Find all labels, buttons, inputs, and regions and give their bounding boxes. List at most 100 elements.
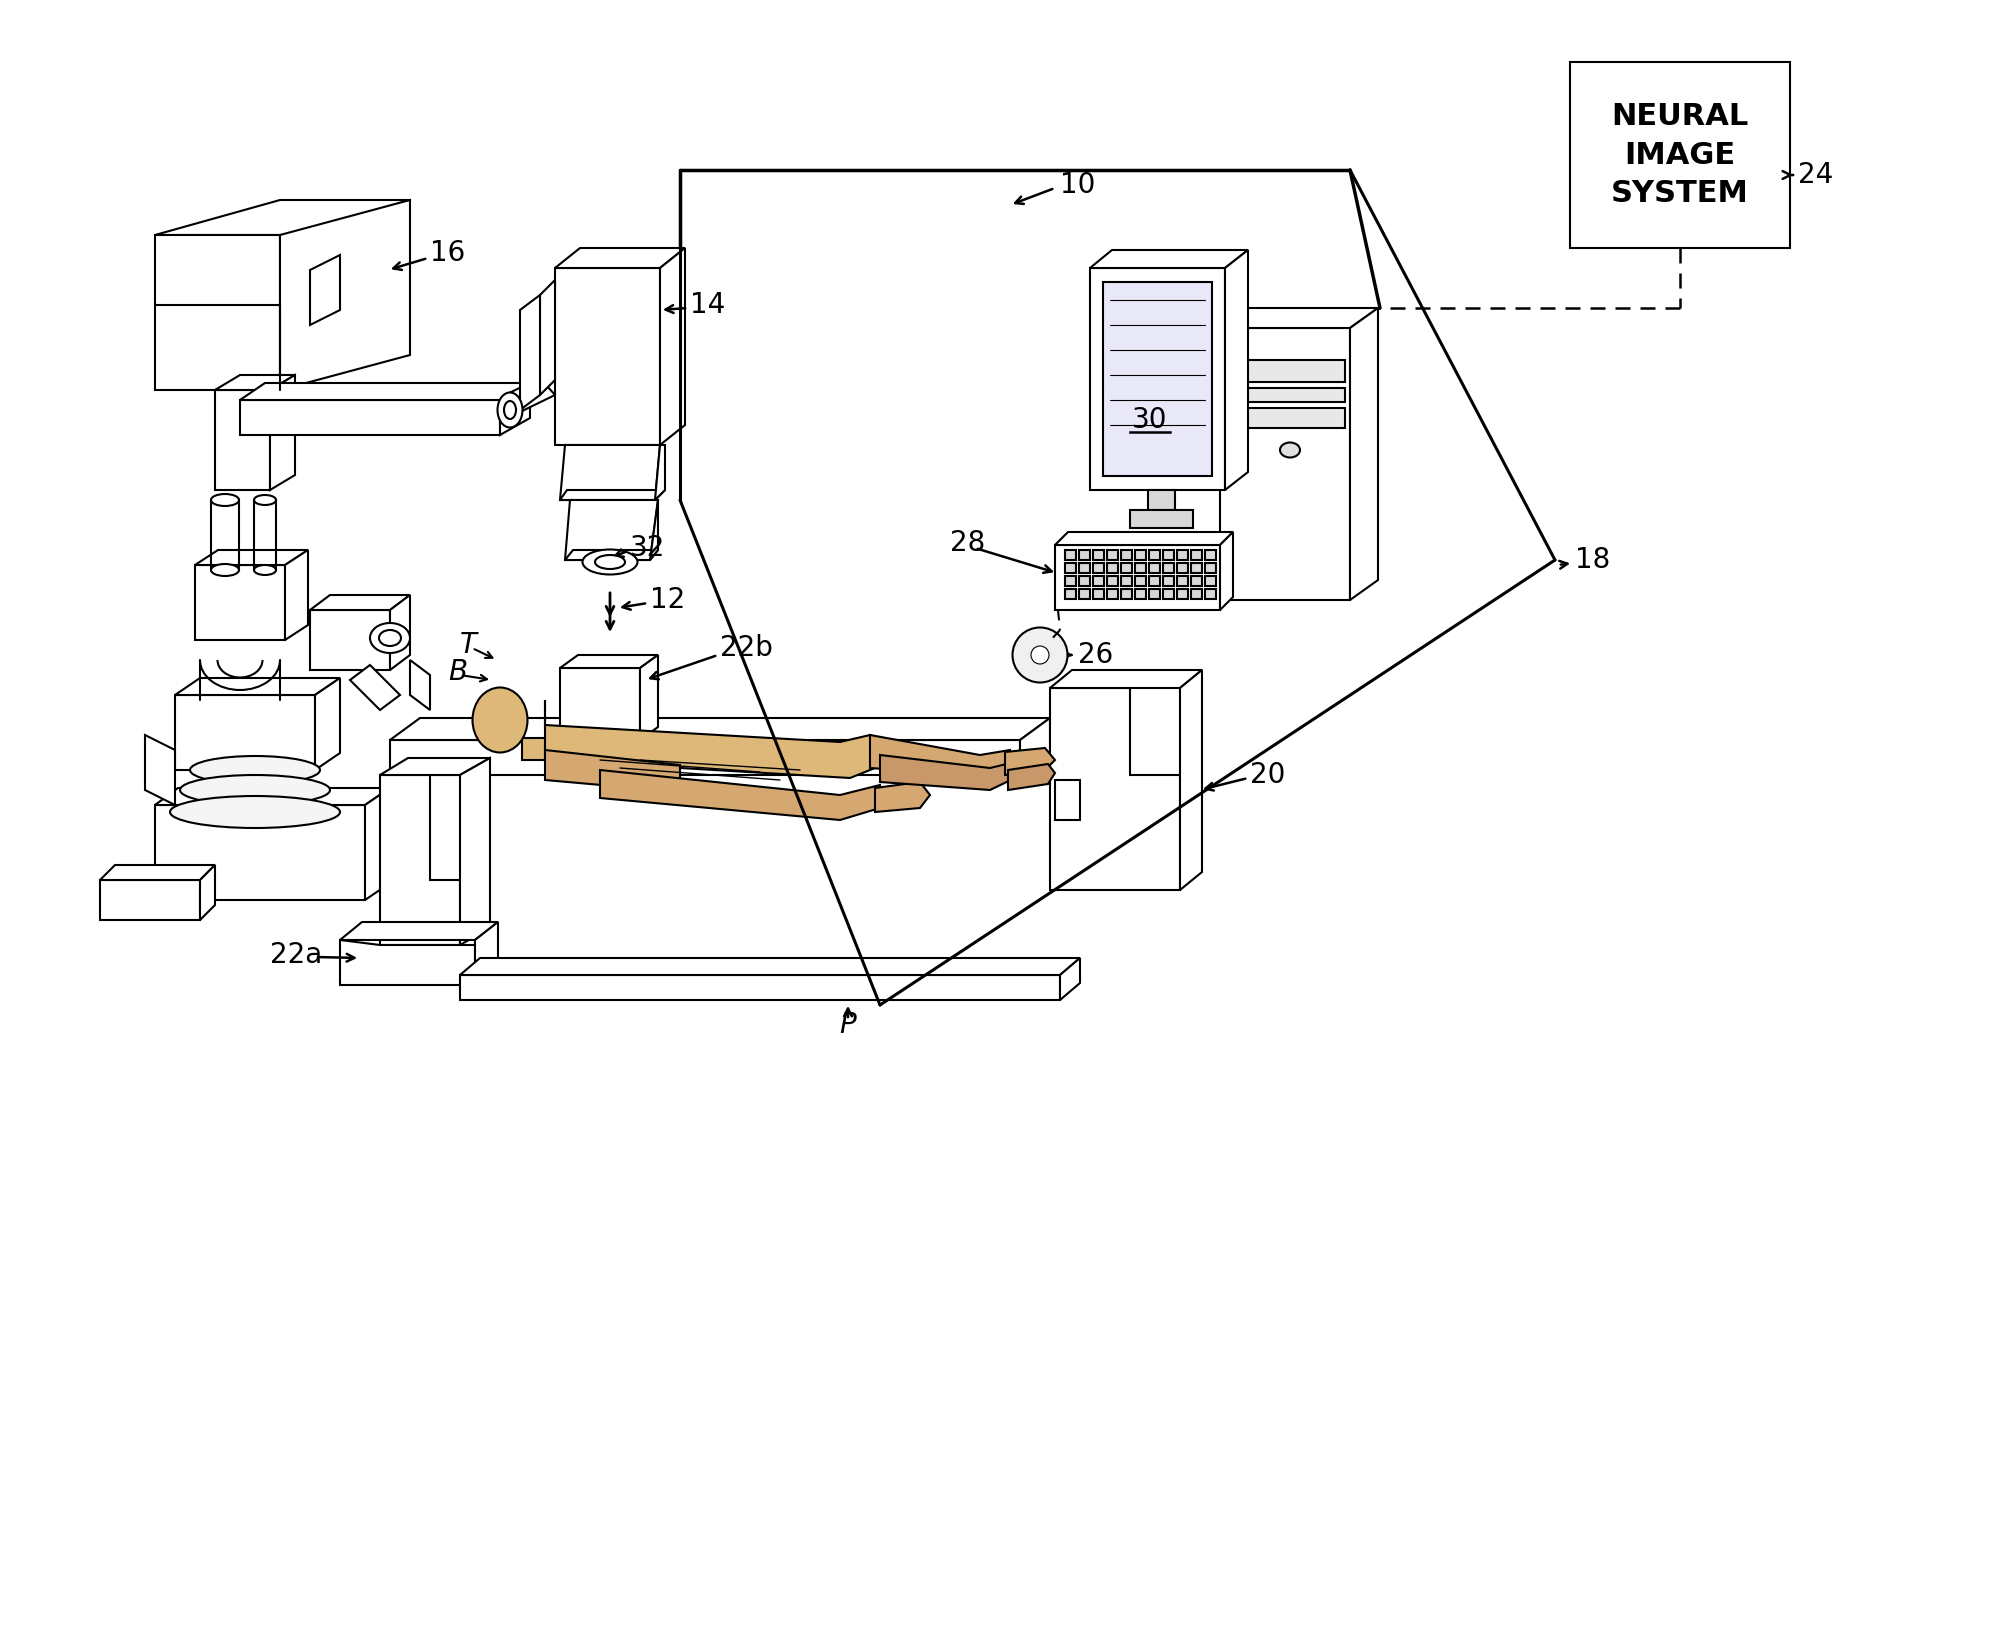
Polygon shape	[175, 695, 316, 770]
Polygon shape	[1008, 763, 1056, 790]
Polygon shape	[1176, 577, 1189, 586]
Polygon shape	[1094, 563, 1104, 573]
Polygon shape	[1094, 550, 1104, 560]
Polygon shape	[1205, 577, 1217, 586]
Polygon shape	[1130, 509, 1193, 527]
Polygon shape	[1176, 550, 1189, 560]
Polygon shape	[380, 758, 491, 775]
Text: 16: 16	[430, 239, 465, 267]
Polygon shape	[875, 781, 929, 812]
Polygon shape	[316, 678, 340, 770]
Polygon shape	[101, 865, 215, 880]
Polygon shape	[1090, 269, 1225, 490]
Polygon shape	[1571, 62, 1790, 247]
Polygon shape	[1080, 577, 1090, 586]
Ellipse shape	[253, 495, 276, 505]
Polygon shape	[555, 269, 660, 446]
Polygon shape	[1148, 563, 1160, 573]
Polygon shape	[545, 750, 680, 793]
Polygon shape	[461, 758, 491, 945]
Polygon shape	[199, 865, 215, 921]
Polygon shape	[1191, 563, 1203, 573]
Polygon shape	[1120, 563, 1132, 573]
Polygon shape	[1205, 590, 1217, 600]
Polygon shape	[1225, 251, 1249, 490]
Polygon shape	[545, 699, 901, 778]
Polygon shape	[175, 678, 340, 695]
Polygon shape	[239, 400, 501, 436]
Polygon shape	[505, 378, 555, 413]
Polygon shape	[475, 922, 499, 984]
Polygon shape	[1094, 590, 1104, 600]
Polygon shape	[1148, 577, 1160, 586]
Text: P: P	[841, 1011, 857, 1038]
Polygon shape	[1056, 545, 1221, 609]
Text: 18: 18	[1575, 545, 1611, 573]
Text: T: T	[461, 631, 477, 658]
Polygon shape	[195, 565, 286, 640]
Polygon shape	[1106, 590, 1118, 600]
Polygon shape	[1120, 590, 1132, 600]
Polygon shape	[1191, 577, 1203, 586]
Ellipse shape	[497, 393, 523, 428]
Polygon shape	[1090, 251, 1249, 269]
Polygon shape	[155, 804, 366, 899]
Polygon shape	[559, 490, 666, 500]
Polygon shape	[1134, 563, 1146, 573]
Polygon shape	[1134, 590, 1146, 600]
Polygon shape	[390, 740, 1020, 775]
Ellipse shape	[583, 549, 637, 575]
Text: 30: 30	[1132, 406, 1168, 434]
Polygon shape	[1148, 550, 1160, 560]
Polygon shape	[155, 200, 410, 234]
Polygon shape	[215, 390, 269, 490]
Polygon shape	[1148, 590, 1160, 600]
Polygon shape	[269, 375, 296, 490]
Polygon shape	[280, 200, 410, 390]
Ellipse shape	[189, 757, 320, 785]
Polygon shape	[1056, 780, 1080, 821]
Polygon shape	[310, 609, 390, 670]
Polygon shape	[461, 958, 1080, 975]
Polygon shape	[380, 775, 461, 945]
Polygon shape	[1162, 590, 1174, 600]
Polygon shape	[881, 755, 1016, 790]
Polygon shape	[1221, 532, 1233, 609]
Polygon shape	[1102, 282, 1213, 477]
Polygon shape	[559, 668, 639, 740]
Text: 26: 26	[1078, 640, 1114, 668]
Ellipse shape	[595, 555, 625, 568]
Polygon shape	[501, 383, 541, 406]
Polygon shape	[541, 280, 555, 395]
Polygon shape	[1134, 550, 1146, 560]
Polygon shape	[1191, 550, 1203, 560]
Polygon shape	[1205, 563, 1217, 573]
Ellipse shape	[1012, 627, 1068, 683]
Polygon shape	[101, 880, 199, 921]
Polygon shape	[1080, 563, 1090, 573]
Polygon shape	[565, 550, 658, 560]
Polygon shape	[1162, 563, 1174, 573]
Text: 10: 10	[1060, 170, 1096, 198]
Polygon shape	[1349, 308, 1378, 600]
Polygon shape	[155, 788, 390, 804]
Ellipse shape	[171, 796, 340, 827]
Polygon shape	[195, 550, 308, 565]
Text: 12: 12	[650, 586, 686, 614]
Polygon shape	[656, 446, 666, 500]
Ellipse shape	[1279, 442, 1299, 457]
Polygon shape	[366, 788, 390, 899]
Polygon shape	[1162, 577, 1174, 586]
Polygon shape	[1080, 590, 1090, 600]
Polygon shape	[1056, 532, 1233, 545]
Polygon shape	[521, 295, 541, 410]
Polygon shape	[1235, 408, 1345, 428]
Polygon shape	[1080, 550, 1090, 560]
Polygon shape	[1221, 328, 1349, 600]
Ellipse shape	[253, 565, 276, 575]
Ellipse shape	[211, 563, 239, 577]
Polygon shape	[1006, 749, 1056, 775]
Polygon shape	[639, 655, 658, 740]
Ellipse shape	[211, 495, 239, 506]
Polygon shape	[559, 655, 658, 668]
